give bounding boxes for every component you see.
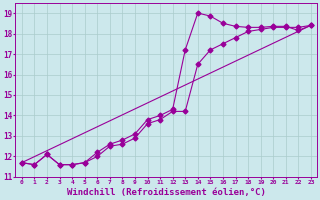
- X-axis label: Windchill (Refroidissement éolien,°C): Windchill (Refroidissement éolien,°C): [67, 188, 266, 197]
